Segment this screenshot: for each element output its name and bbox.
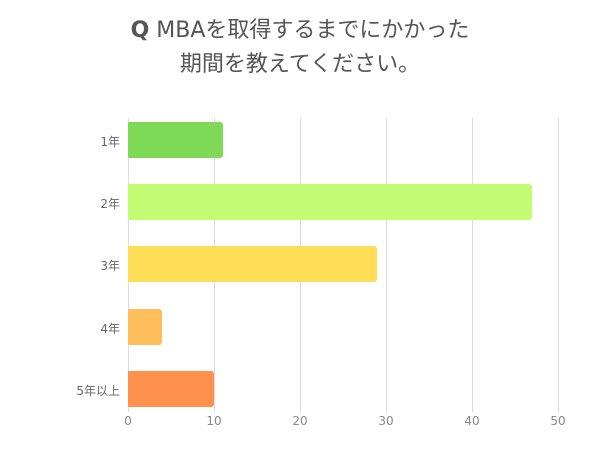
x-tick-label: 50	[550, 414, 566, 428]
gridline	[558, 118, 559, 412]
bar[interactable]	[128, 184, 533, 220]
y-category-label: 1年	[100, 135, 120, 149]
chart-title-line2: 期間を教えてください。	[179, 52, 421, 77]
x-tick-label: 10	[206, 414, 222, 428]
y-category-label: 3年	[100, 259, 120, 273]
gridline	[386, 118, 387, 412]
gridline	[472, 118, 473, 412]
bar[interactable]	[128, 122, 223, 158]
bar[interactable]	[128, 371, 214, 407]
bar[interactable]	[128, 246, 378, 282]
x-tick-label: 20	[292, 414, 308, 428]
x-tick-label: 30	[378, 414, 394, 428]
chart-title: Q MBAを取得するまでにかかった 期間を教えてください。	[0, 14, 600, 82]
x-tick-label: 0	[124, 414, 132, 428]
plot-area	[128, 118, 559, 412]
x-tick-label: 40	[464, 414, 480, 428]
bar[interactable]	[128, 309, 163, 345]
y-category-label: 4年	[100, 322, 120, 336]
chart-title-line1: Q MBAを取得するまでにかかった	[130, 18, 470, 43]
y-category-label: 2年	[100, 197, 120, 211]
y-category-label: 5年以上	[76, 384, 120, 398]
